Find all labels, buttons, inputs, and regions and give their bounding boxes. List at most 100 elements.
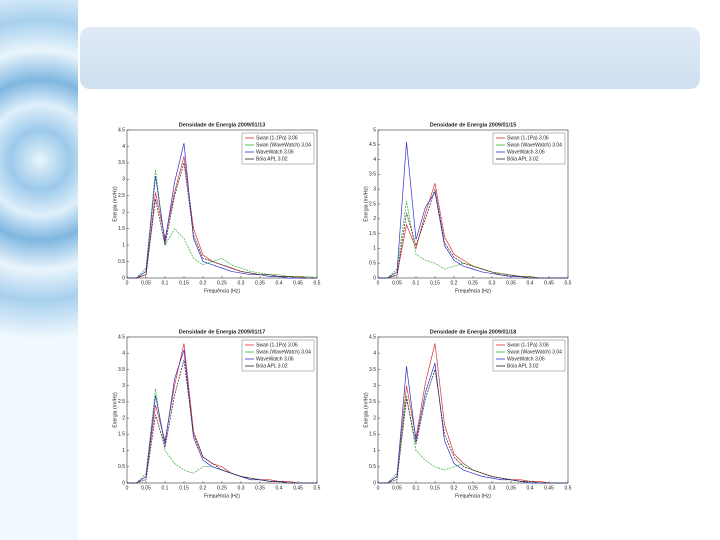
y-tick-label: 0	[122, 480, 125, 486]
x-tick-label: 0.35	[255, 485, 265, 491]
x-tick-label: 0.25	[217, 485, 227, 491]
y-tick-label: 3.5	[369, 367, 376, 373]
y-tick-label: 3	[122, 383, 125, 389]
x-tick-label: 0	[126, 485, 129, 491]
y-tick-label: 1	[373, 448, 376, 454]
legend-label: Swan (WaveWatch) 3.04	[507, 142, 562, 148]
y-tick-label: 0.5	[118, 259, 125, 265]
y-tick-label: 3	[122, 177, 125, 183]
chart-title: Densidade de Energia 2009/01/13	[179, 122, 266, 128]
y-axis-label: Energia (m²/Hz)	[363, 392, 369, 428]
y-tick-label: 2	[373, 216, 376, 222]
x-tick-label: 0.1	[162, 485, 169, 491]
x-tick-label: 0.35	[506, 280, 516, 286]
x-axis-label: Frequência (Hz)	[455, 493, 491, 499]
series-line	[378, 369, 568, 484]
x-tick-label: 0.1	[413, 280, 420, 286]
y-tick-label: 1	[122, 448, 125, 454]
x-tick-label: 0.05	[392, 485, 402, 491]
y-tick-label: 2	[122, 415, 125, 421]
series-line	[127, 359, 317, 484]
x-tick-label: 0.15	[430, 485, 440, 491]
x-tick-label: 0.25	[217, 280, 227, 286]
x-tick-label: 0.15	[179, 280, 189, 286]
y-tick-label: 0	[122, 275, 125, 281]
y-axis-label: Energia (m²/Hz)	[112, 392, 118, 428]
x-tick-label: 0.3	[238, 280, 245, 286]
legend-label: Bóia APL 3.02	[256, 156, 288, 162]
chart-title: Densidade de Energia 2009/01/17	[179, 329, 266, 335]
legend-label: Swan (1-1Pa) 3.06	[256, 135, 298, 141]
y-tick-label: 3.5	[118, 160, 125, 166]
y-tick-label: 0.5	[369, 464, 376, 470]
y-tick-label: 4.5	[118, 334, 125, 340]
legend-label: Swan (1-1Pa) 3.06	[256, 342, 298, 348]
x-axis-label: Frequência (Hz)	[204, 288, 240, 294]
x-tick-label: 0.45	[293, 485, 303, 491]
x-tick-label: 0.3	[489, 280, 496, 286]
x-tick-label: 0.2	[451, 280, 458, 286]
x-tick-label: 0.5	[314, 280, 321, 286]
y-tick-label: 2.5	[369, 399, 376, 405]
legend-label: WaveWatch 3.06	[256, 149, 294, 155]
x-tick-label: 0.45	[544, 485, 554, 491]
y-tick-label: 0	[373, 480, 376, 486]
legend-label: WaveWatch 3.06	[507, 356, 545, 362]
legend-label: Swan (WaveWatch) 3.04	[256, 142, 311, 148]
x-tick-label: 0.45	[544, 280, 554, 286]
legend-label: Swan (1-1Pa) 3.06	[507, 135, 549, 141]
y-tick-label: 4.5	[369, 142, 376, 148]
title-banner	[80, 27, 700, 89]
y-tick-label: 2.5	[118, 193, 125, 199]
legend-label: Swan (WaveWatch) 3.04	[256, 349, 311, 355]
y-tick-label: 3	[373, 187, 376, 193]
x-tick-label: 0.2	[200, 485, 207, 491]
y-tick-label: 2	[373, 415, 376, 421]
chart-title: Densidade de Energia 2009/01/18	[430, 329, 517, 335]
y-tick-label: 1.5	[118, 432, 125, 438]
x-tick-label: 0	[377, 280, 380, 286]
y-tick-label: 2.5	[369, 201, 376, 207]
legend-label: Bóia APL 3.02	[507, 363, 539, 369]
x-tick-label: 0.1	[413, 485, 420, 491]
x-tick-label: 0.35	[255, 280, 265, 286]
legend-label: Bóia APL 3.02	[507, 156, 539, 162]
y-tick-label: 3.5	[118, 367, 125, 373]
x-tick-label: 0.5	[565, 485, 572, 491]
x-tick-label: 0	[377, 485, 380, 491]
y-tick-label: 1	[373, 246, 376, 252]
series-line	[378, 343, 568, 484]
y-tick-label: 1	[122, 242, 125, 248]
legend-label: WaveWatch 3.06	[507, 149, 545, 155]
y-tick-label: 4.5	[369, 334, 376, 340]
y-axis-label: Energia (m²/Hz)	[112, 186, 118, 222]
x-tick-label: 0.4	[527, 485, 534, 491]
x-tick-label: 0.05	[141, 485, 151, 491]
x-tick-label: 0.2	[451, 485, 458, 491]
x-tick-label: 0.15	[430, 280, 440, 286]
x-tick-label: 0.25	[468, 485, 478, 491]
y-tick-label: 4.5	[118, 127, 125, 133]
x-tick-label: 0.05	[141, 280, 151, 286]
series-line	[127, 162, 317, 279]
y-tick-label: 3.5	[369, 172, 376, 178]
y-tick-label: 1.5	[118, 226, 125, 232]
x-tick-label: 0	[126, 280, 129, 286]
y-tick-label: 4	[122, 144, 125, 150]
y-axis-label: Energia (m²/Hz)	[363, 186, 369, 222]
y-tick-label: 2	[122, 210, 125, 216]
series-line	[127, 169, 318, 279]
chart-title: Densidade de Energia 2009/01/15	[430, 122, 517, 128]
water-decoration	[0, 0, 78, 540]
series-line	[127, 143, 317, 279]
y-tick-label: 3	[373, 383, 376, 389]
series-line	[378, 189, 568, 279]
x-tick-label: 0.45	[293, 280, 303, 286]
y-tick-label: 5	[373, 127, 376, 133]
y-tick-label: 1.5	[369, 231, 376, 237]
legend-label: Swan (WaveWatch) 3.04	[507, 349, 562, 355]
series-line	[127, 343, 317, 484]
x-tick-label: 0.3	[489, 485, 496, 491]
